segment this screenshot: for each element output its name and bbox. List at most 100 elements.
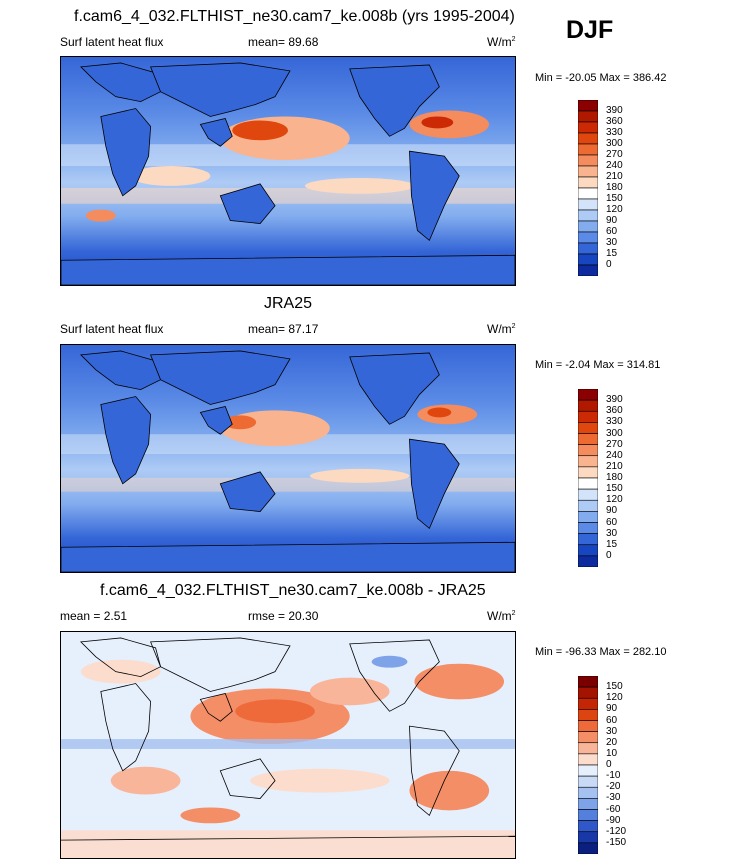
colorbar-box: [578, 697, 598, 710]
panel-obs-map: [60, 344, 516, 573]
panel-model-variable-label: Surf latent heat flux: [60, 35, 164, 49]
colorbar-box: [578, 433, 598, 445]
colorbar-box: [578, 209, 598, 222]
panel-model-title: f.cam6_4_032.FLTHIST_ne30.cam7_ke.008b (…: [74, 8, 515, 25]
colorbar-box: [578, 731, 598, 744]
panel-model-colorbar: [578, 100, 598, 276]
panel-model-map: [60, 56, 516, 286]
colorbar-tick-label: 360: [606, 116, 623, 127]
colorbar-tick-label: 270: [606, 438, 623, 450]
colorbar-box: [578, 709, 598, 721]
colorbar-box: [578, 466, 598, 479]
colorbar-tick-label: 60: [606, 226, 618, 237]
colorbar-box: [578, 742, 598, 755]
colorbar-tick-label: 270: [606, 149, 623, 160]
colorbar-box: [578, 165, 598, 178]
panel-model-units: W/m2: [487, 35, 516, 49]
panel-obs-colorbar: [578, 389, 598, 567]
colorbar-box: [578, 242, 598, 255]
colorbar-box: [578, 132, 598, 145]
panel-obs-title: JRA25: [264, 295, 313, 312]
colorbar-box: [578, 264, 598, 276]
panel-diff-mean-label: mean = 2.51: [60, 609, 128, 623]
panel-obs-units: W/m2: [487, 322, 516, 336]
colorbar-tick-label: 210: [606, 171, 623, 182]
colorbar-box: [578, 499, 598, 512]
colorbar-tick-label: 30: [606, 237, 618, 248]
colorbar-box: [578, 511, 598, 523]
colorbar-tick-label: 180: [606, 472, 623, 483]
panel-model-minmax: Min = -20.05 Max = 386.42: [535, 72, 667, 84]
panel-obs-variable-label: Surf latent heat flux: [60, 322, 164, 336]
colorbar-tick-label: 60: [606, 714, 618, 726]
colorbar-tick-label: -20: [606, 781, 621, 793]
colorbar-tick-label: -120: [606, 825, 627, 837]
colorbar-tick-label: 60: [606, 516, 618, 528]
colorbar-tick-label: 300: [606, 138, 623, 149]
colorbar-box: [578, 410, 598, 423]
panel-obs-minmax: Min = -2.04 Max = 314.81: [535, 359, 661, 371]
colorbar-tick-label: -90: [606, 814, 621, 826]
colorbar-box: [578, 253, 598, 266]
colorbar-tick-label: 120: [606, 494, 623, 506]
colorbar-tick-label: 0: [606, 259, 612, 270]
colorbar-box: [578, 555, 598, 567]
colorbar-box: [578, 786, 598, 799]
colorbar-box: [578, 764, 598, 777]
colorbar-tick-label: 390: [606, 105, 623, 116]
colorbar-tick-label: 150: [606, 681, 623, 693]
colorbar-box: [578, 477, 598, 490]
colorbar-tick-label: -60: [606, 803, 621, 815]
colorbar-box: [578, 110, 598, 123]
colorbar-tick-label: 210: [606, 460, 623, 472]
colorbar-tick-label: 150: [606, 193, 623, 204]
panel-diff-minmax: Min = -96.33 Max = 282.10: [535, 646, 667, 658]
colorbar-box: [578, 544, 598, 557]
colorbar-box: [578, 220, 598, 233]
colorbar-tick-label: 240: [606, 160, 623, 171]
colorbar-tick-label: 90: [606, 505, 618, 517]
colorbar-box: [578, 753, 598, 766]
colorbar-box: [578, 422, 598, 434]
colorbar-box: [578, 775, 598, 788]
colorbar-tick-label: 300: [606, 427, 623, 439]
colorbar-box: [578, 143, 598, 156]
colorbar-box: [578, 389, 598, 401]
colorbar-tick-label: 150: [606, 483, 623, 495]
colorbar-tick-label: 330: [606, 127, 623, 138]
colorbar-box: [578, 522, 598, 534]
colorbar-box: [578, 231, 598, 244]
colorbar-box: [578, 809, 598, 821]
colorbar-tick-label: 330: [606, 416, 623, 428]
colorbar-box: [578, 154, 598, 167]
panel-obs-mean-label: mean= 87.17: [248, 322, 319, 336]
colorbar-box: [578, 533, 598, 546]
colorbar-tick-label: 120: [606, 692, 623, 704]
colorbar-tick-label: 240: [606, 449, 623, 461]
panel-diff-map: [60, 631, 516, 859]
colorbar-box: [578, 676, 598, 688]
colorbar-tick-label: -30: [606, 792, 621, 804]
colorbar-box: [578, 720, 598, 732]
colorbar-tick-label: 30: [606, 725, 618, 737]
colorbar-tick-label: 0: [606, 759, 612, 770]
colorbar-tick-label: 15: [606, 248, 618, 259]
panel-diff-colorbar: [578, 676, 598, 854]
colorbar-tick-label: 20: [606, 736, 618, 748]
colorbar-box: [578, 187, 598, 200]
colorbar-tick-label: 390: [606, 394, 623, 406]
colorbar-box: [578, 121, 598, 134]
colorbar-tick-label: 15: [606, 538, 618, 550]
colorbar-box: [578, 798, 598, 810]
colorbar-tick-label: -150: [606, 836, 627, 848]
season-label: DJF: [566, 16, 614, 44]
colorbar-box: [578, 686, 598, 699]
colorbar-box: [578, 455, 598, 468]
colorbar-box: [578, 176, 598, 189]
colorbar-tick-label: 90: [606, 703, 618, 715]
colorbar-tick-label: 360: [606, 405, 623, 417]
colorbar-tick-label: 180: [606, 182, 623, 193]
colorbar-tick-label: 0: [606, 549, 612, 561]
colorbar-box: [578, 399, 598, 412]
colorbar-box: [578, 820, 598, 833]
